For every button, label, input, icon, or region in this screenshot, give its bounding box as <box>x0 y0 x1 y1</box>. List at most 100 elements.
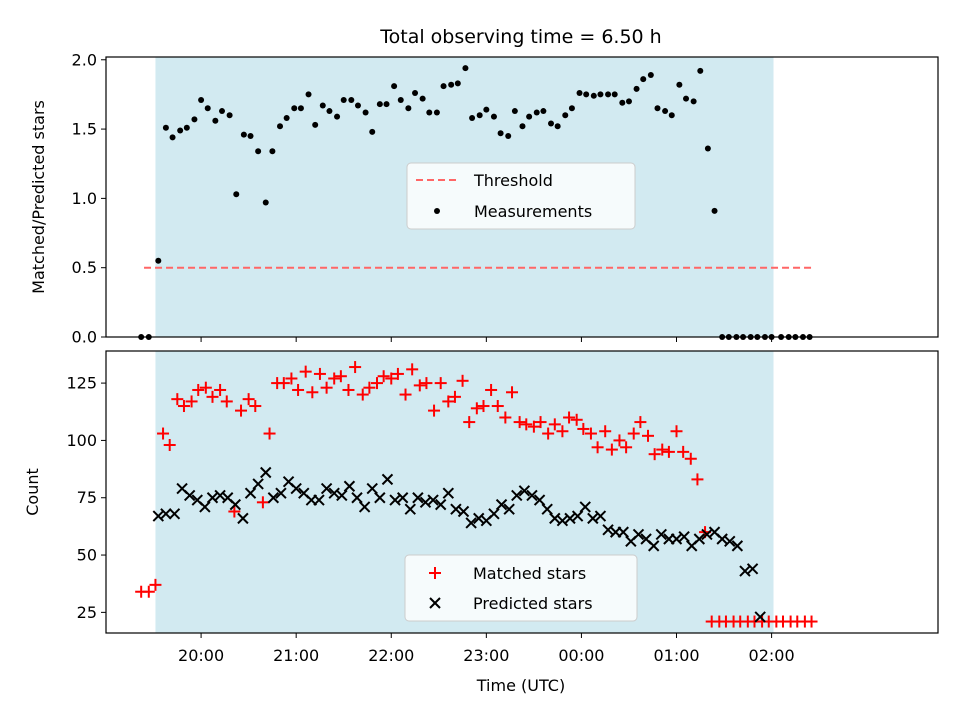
matched-star-point <box>177 400 190 413</box>
bottom-legend: Matched stars Predicted stars <box>404 554 638 622</box>
measurement-point <box>526 113 533 120</box>
matched-star-point <box>171 393 184 406</box>
matched-star-point <box>157 427 170 440</box>
matched-star-point <box>485 383 498 396</box>
measurement-point <box>362 109 369 116</box>
measurement-point <box>462 65 469 72</box>
matched-star-point <box>428 404 441 417</box>
predicted-star-point <box>495 498 508 511</box>
measurement-point <box>448 81 455 88</box>
matched-star-point <box>192 383 205 396</box>
predicted-star-point <box>160 508 172 520</box>
measurement-point <box>162 124 169 131</box>
top-x-ticks <box>200 337 773 342</box>
measurement-point <box>662 108 669 115</box>
matched-star-point <box>277 377 290 390</box>
predicted-star-point <box>731 540 744 552</box>
y-tick-label: 125 <box>66 374 97 393</box>
matched-star-point <box>591 441 604 454</box>
predicted-star-point <box>267 492 280 504</box>
predicted-star-point <box>260 466 272 479</box>
matched-star-point <box>463 416 476 429</box>
predicted-star-point <box>693 533 706 545</box>
matched-star-point <box>648 448 661 461</box>
measurement-point <box>191 116 198 123</box>
measurement-point <box>391 83 398 90</box>
predicted-star-point <box>199 501 211 513</box>
bottom-y-ticks: 25 50 75 100 125 <box>66 374 106 622</box>
predicted-star-point <box>503 503 515 515</box>
predicted-star-point <box>511 489 523 502</box>
measurement-point <box>177 127 184 134</box>
measurement-point <box>405 105 412 112</box>
x-tick-label: 21:00 <box>273 646 319 665</box>
predicted-star-point <box>168 508 181 520</box>
y-tick-label: 100 <box>66 431 97 450</box>
measurement-point <box>476 112 483 119</box>
matched-star-point <box>377 370 390 383</box>
predicted-star-point <box>336 489 348 502</box>
measurement-point <box>397 96 404 103</box>
predicted-star-point <box>313 494 325 506</box>
matched-star-point <box>385 372 398 385</box>
predicted-star-point <box>358 501 371 513</box>
predicted-star-point <box>594 510 607 522</box>
predicted-star-point <box>457 505 470 518</box>
predicted-star-point <box>244 487 257 499</box>
measurement-point <box>625 98 632 105</box>
measurement-point <box>426 109 433 116</box>
matched-star-point <box>442 395 455 408</box>
matched-star-point <box>228 505 241 518</box>
matched-star-point <box>391 367 404 380</box>
predicted-star-point <box>374 492 386 504</box>
measurement-point <box>554 123 561 130</box>
matched-star-point <box>470 402 483 415</box>
predicted-star-point <box>518 485 531 497</box>
measurement-point <box>533 109 540 116</box>
measurement-point <box>204 105 211 112</box>
measurement-point <box>683 95 690 102</box>
measurement-point <box>605 91 612 98</box>
matched-star-point <box>605 443 618 456</box>
bottom-matched-points <box>135 361 818 628</box>
predicted-star-point <box>724 535 736 547</box>
matched-star-point <box>406 363 419 376</box>
predicted-star-point <box>366 482 378 495</box>
matched-star-point <box>292 383 305 396</box>
predicted-star-point <box>252 478 264 490</box>
measurement-point <box>412 90 419 97</box>
measurement-point <box>283 114 290 121</box>
measurement-point <box>319 102 326 109</box>
measurement-point <box>198 96 205 103</box>
matched-star-point <box>520 418 533 431</box>
matched-star-point <box>306 386 319 399</box>
matched-star-point <box>370 377 383 390</box>
matched-star-point <box>527 420 540 433</box>
measurement-point <box>454 80 461 87</box>
x-tick-label: 23:00 <box>463 646 509 665</box>
x-tick-label: 00:00 <box>558 646 604 665</box>
legend-predicted-swatch <box>429 597 441 609</box>
predicted-star-point <box>647 540 660 552</box>
measurement-point <box>583 91 590 98</box>
top-plot-frame <box>105 56 939 338</box>
predicted-star-point <box>488 508 500 520</box>
predicted-star-point <box>396 492 409 504</box>
x-tick-label: 20:00 <box>178 646 224 665</box>
measurement-point <box>354 102 361 109</box>
measurement-point <box>233 191 240 198</box>
measurement-point <box>433 109 440 116</box>
predicted-star-point <box>571 510 584 522</box>
matched-star-point <box>506 386 519 399</box>
y-tick-label: 1.0 <box>72 189 97 208</box>
matched-star-point <box>556 425 569 438</box>
predicted-star-point <box>533 494 546 506</box>
matched-star-point <box>256 496 269 509</box>
measurement-point <box>376 101 383 108</box>
matched-star-point <box>477 400 490 413</box>
measurement-point <box>240 131 247 138</box>
measurement-point <box>291 105 298 112</box>
measurement-point <box>383 101 390 108</box>
x-tick-label: 22:00 <box>368 646 414 665</box>
matched-star-point <box>513 416 526 429</box>
